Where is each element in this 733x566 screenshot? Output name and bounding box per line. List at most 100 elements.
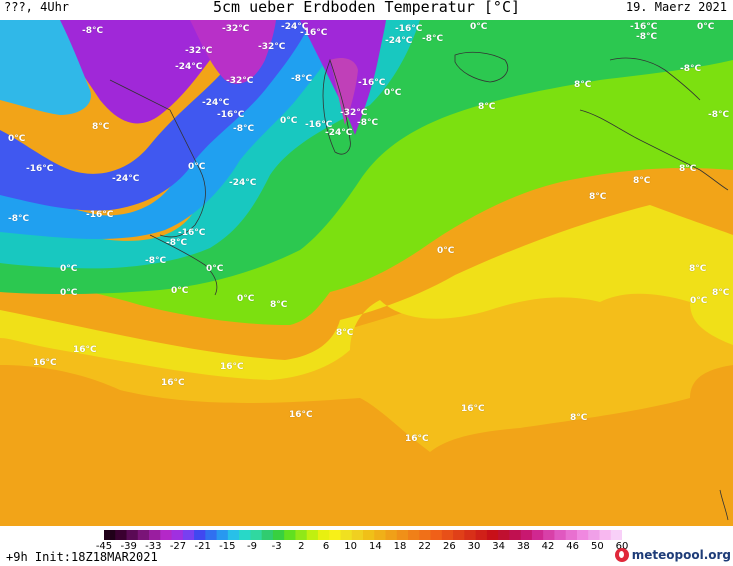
temperature-label: -16°C	[86, 210, 114, 220]
colorbar-swatch	[284, 530, 296, 540]
colorbar-tick-label: 18	[393, 541, 407, 552]
colorbar-swatch	[396, 530, 409, 540]
temperature-label: 16°C	[161, 378, 185, 388]
forecast-hour-label: ???, 4Uhr	[4, 0, 70, 14]
colorbar-swatch	[363, 530, 375, 540]
temperature-label: 0°C	[690, 296, 708, 306]
temperature-label: 0°C	[280, 116, 298, 126]
colorbar-tick-label: -33	[145, 541, 162, 552]
brand-name: meteopool.org	[631, 548, 731, 562]
colorbar-swatch	[250, 530, 263, 540]
temperature-label: -16°C	[305, 120, 333, 130]
colorbar-swatch	[104, 530, 116, 540]
temperature-label: -8°C	[636, 32, 658, 42]
colorbar-swatch	[272, 530, 285, 540]
temperature-label: 0°C	[206, 264, 224, 274]
zone-2c	[0, 20, 733, 295]
colorbar-tick-label: 14	[368, 541, 382, 552]
colorbar-swatch	[295, 530, 308, 540]
map-footer: -45 -39 -33 -27 -21 -15 -9 -3 2 6 10 14 18 22 26 30 34 38…	[0, 526, 733, 566]
colorbar-tick-label: 26	[442, 541, 456, 552]
temperature-label: -8°C	[166, 238, 188, 248]
colorbar-swatch	[498, 530, 510, 540]
temperature-label: 16°C	[289, 410, 313, 420]
colorbar-swatch	[194, 530, 206, 540]
colorbar-swatch	[430, 530, 443, 540]
temperature-label: -32°C	[185, 46, 213, 56]
colorbar-swatch	[137, 530, 150, 540]
temperature-label: 16°C	[33, 358, 57, 368]
temperature-label: -8°C	[708, 110, 730, 120]
temperature-label: 0°C	[60, 264, 78, 274]
colorbar-swatch	[464, 530, 477, 540]
coastlines	[109, 51, 729, 521]
colorbar-swatch	[543, 530, 555, 540]
map-header: ???, 4Uhr 5cm ueber Erdboden Temperatur …	[0, 0, 733, 20]
colorbar-ticks: -45 -39 -33 -27 -21 -15 -9 -3 2 6 10 14 18 22 26 30 34 38…	[96, 541, 630, 553]
colorbar-swatch	[520, 530, 533, 540]
temperature-label: -8°C	[233, 124, 255, 134]
colorbar-tick-label: 2	[298, 541, 305, 552]
colorbar-swatch	[588, 530, 600, 540]
zone-neg32c-east	[330, 58, 358, 125]
temperature-label: -24°C	[325, 128, 353, 138]
colorbar-tick-label: -21	[194, 541, 211, 552]
temperature-label: -16°C	[395, 24, 423, 34]
colorbar-swatch	[261, 530, 274, 540]
temperature-label: -8°C	[357, 118, 379, 128]
colorbar-swatch	[453, 530, 465, 540]
colorbar-swatch	[486, 530, 499, 540]
temperature-label: 0°C	[237, 294, 255, 304]
map-title: 5cm ueber Erdboden Temperatur [°C]	[212, 0, 521, 16]
temperature-label: 16°C	[461, 404, 485, 414]
colorbar-swatch	[475, 530, 488, 540]
colorbar-tick-label: 38	[516, 541, 530, 552]
colorbar-tick-label: -45	[95, 541, 113, 552]
temperature-label: -24°C	[229, 178, 257, 188]
temperature-label: 0°C	[384, 88, 402, 98]
colorbar-swatch	[227, 530, 240, 540]
temperature-label: -24°C	[112, 174, 140, 184]
colorbar-swatch	[576, 530, 589, 540]
temperature-label: -8°C	[82, 26, 104, 36]
temperature-label: 8°C	[589, 192, 607, 202]
colorbar-swatch	[531, 530, 544, 540]
valid-date: 19. Maerz 2021	[625, 0, 727, 14]
temperature-label: 8°C	[478, 102, 496, 112]
temperature-label: 8°C	[689, 264, 707, 274]
colorbar-swatch	[509, 530, 522, 540]
colorbar-tick-label: 42	[541, 541, 555, 552]
colorbar-swatch	[385, 530, 398, 540]
colorbar-tick-label: 22	[418, 541, 432, 552]
temperature-label: 0°C	[60, 288, 78, 298]
temperature-label: -16°C	[358, 78, 386, 88]
temperature-label: -8°C	[8, 214, 30, 224]
temperature-label: -32°C	[222, 24, 250, 34]
colorbar-swatch	[329, 530, 341, 540]
temperature-label: 8°C	[270, 300, 288, 310]
colorbar-swatch	[171, 530, 184, 540]
colorbar-swatch	[610, 530, 622, 540]
temperature-label: -32°C	[226, 76, 254, 86]
temperature-label: -8°C	[291, 74, 313, 84]
colorbar-swatch	[149, 530, 161, 540]
colorbar-swatch	[351, 530, 364, 540]
colorbar-swatch	[317, 530, 330, 540]
temperature-label: 0°C	[470, 22, 488, 32]
temperature-label: 0°C	[437, 246, 455, 256]
temperature-label: 8°C	[336, 328, 354, 338]
colorbar-swatch	[554, 530, 567, 540]
colorbar	[104, 530, 622, 540]
colorbar-swatch	[340, 530, 353, 540]
colorbar-swatch	[182, 530, 195, 540]
colorbar-swatch	[126, 530, 139, 540]
colorbar-tick-label: -39	[120, 541, 137, 552]
colorbar-tick-label: 46	[566, 541, 580, 552]
colorbar-tick-label: -3	[271, 541, 282, 552]
temperature-label: 16°C	[73, 345, 97, 355]
temperature-label: -16°C	[300, 28, 328, 38]
zone-neg2c	[0, 20, 420, 269]
colorbar-tick-label: 50	[590, 541, 604, 552]
temperature-label: 8°C	[570, 413, 588, 423]
temperature-label: -24°C	[175, 62, 203, 72]
